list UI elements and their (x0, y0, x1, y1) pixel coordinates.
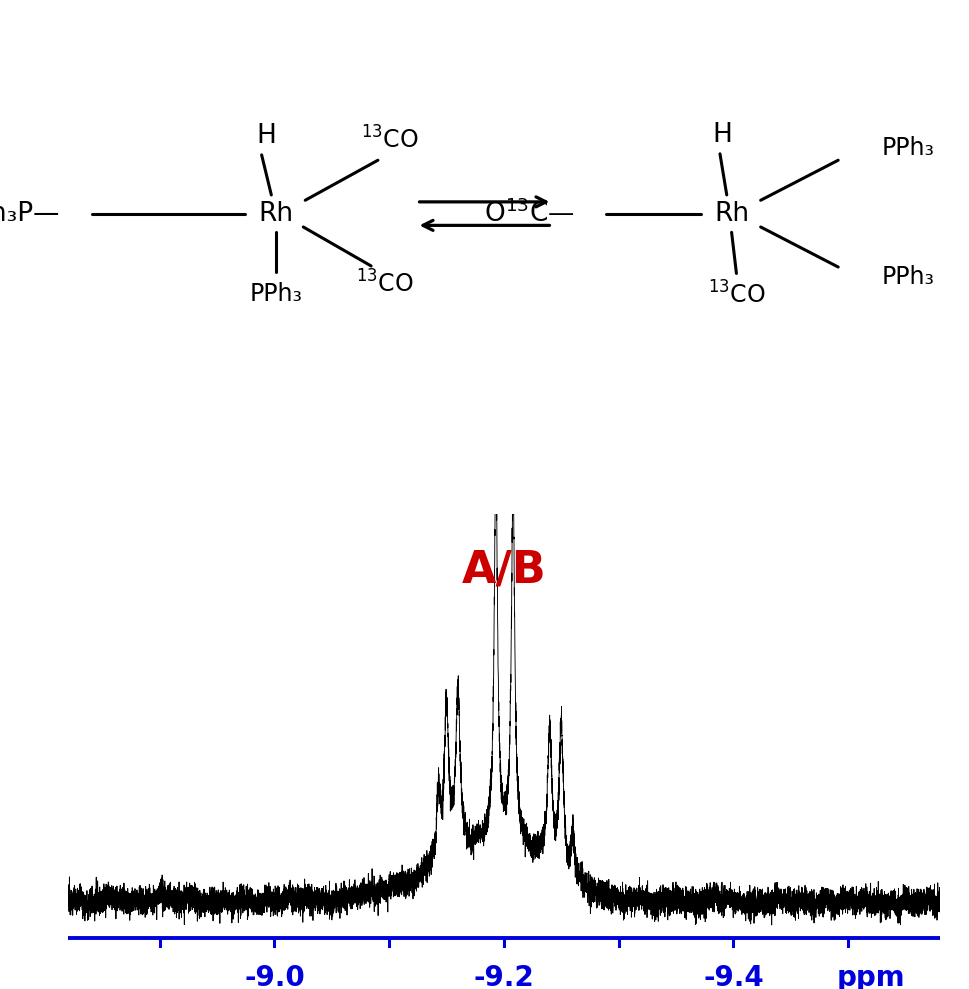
Text: Ph₃P—: Ph₃P— (0, 201, 60, 226)
Text: $^{13}$CO: $^{13}$CO (361, 127, 420, 153)
Text: ppm: ppm (837, 964, 905, 989)
Text: -9.4: -9.4 (703, 964, 764, 989)
Text: Rh: Rh (259, 201, 294, 226)
Text: A/B: A/B (461, 548, 547, 591)
Text: PPh₃: PPh₃ (882, 265, 935, 289)
Text: -9.0: -9.0 (244, 964, 305, 989)
Text: PPh₃: PPh₃ (250, 282, 302, 306)
Text: H: H (712, 122, 732, 147)
Text: PPh₃: PPh₃ (882, 136, 935, 160)
Text: Rh: Rh (714, 201, 749, 226)
Text: $^{13}$CO: $^{13}$CO (356, 271, 414, 298)
Text: -9.2: -9.2 (474, 964, 534, 989)
Text: $^{13}$CO: $^{13}$CO (707, 281, 766, 309)
Text: H: H (257, 124, 276, 149)
Text: O$^{13}$C—: O$^{13}$C— (484, 200, 575, 227)
